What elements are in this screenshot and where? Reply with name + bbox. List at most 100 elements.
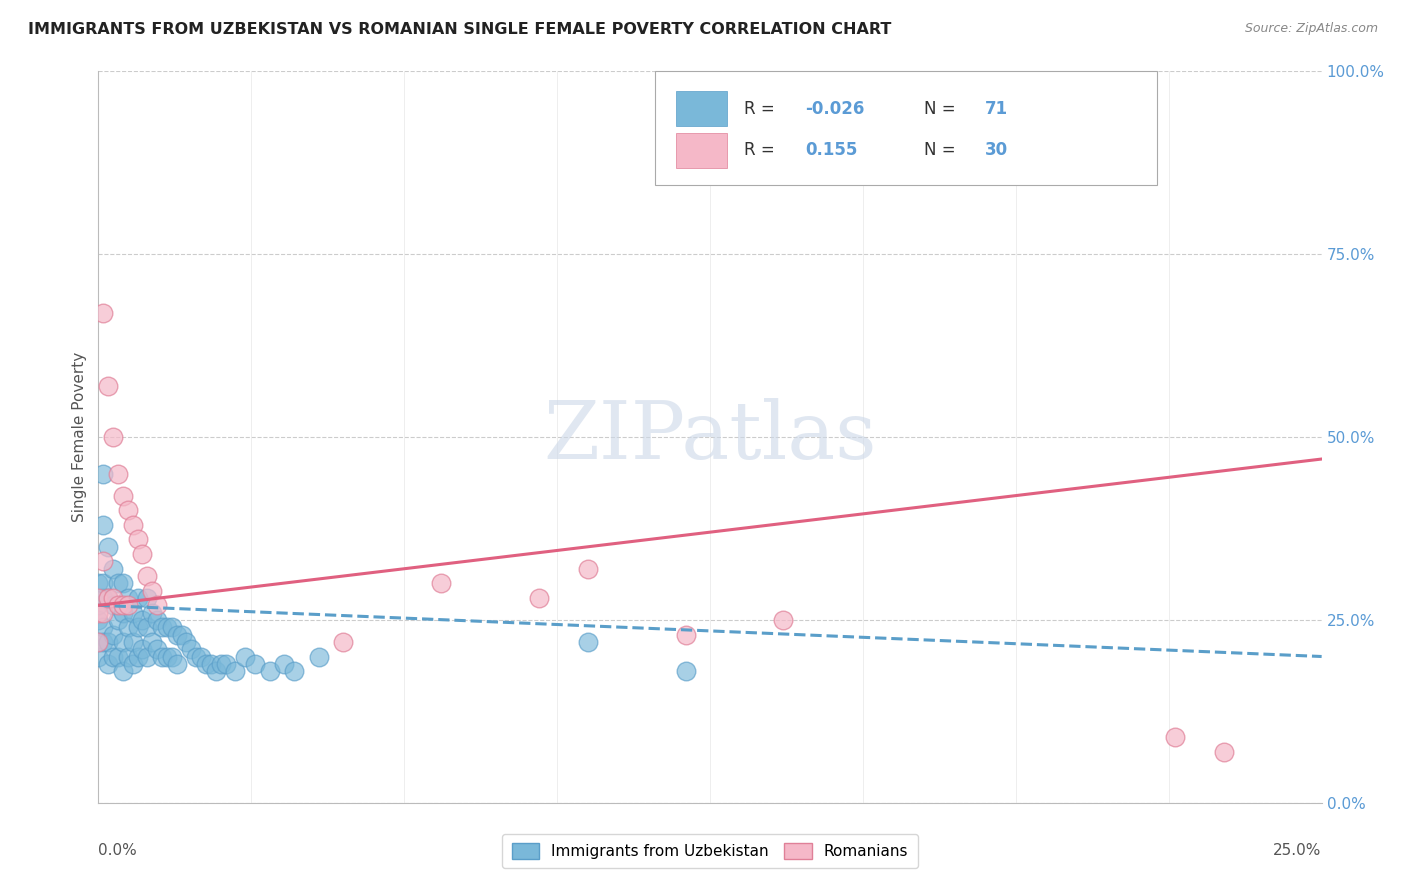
Point	[131, 642, 153, 657]
Text: -0.026: -0.026	[806, 100, 865, 118]
Point	[97, 591, 120, 605]
Point	[141, 583, 163, 598]
Text: 0.155: 0.155	[806, 141, 858, 160]
Point	[101, 430, 124, 444]
Point	[430, 576, 453, 591]
Point	[576, 635, 599, 649]
Y-axis label: Single Female Poverty: Single Female Poverty	[72, 352, 87, 522]
Point	[121, 517, 143, 532]
FancyBboxPatch shape	[655, 71, 1157, 185]
Point	[166, 657, 188, 671]
Point	[160, 649, 183, 664]
Point	[87, 576, 110, 591]
Point	[170, 627, 193, 641]
Point	[131, 613, 153, 627]
Point	[101, 599, 124, 613]
Point	[127, 591, 149, 605]
Point	[224, 664, 246, 678]
Point	[136, 620, 159, 634]
Point	[117, 620, 139, 634]
Point	[131, 547, 153, 561]
Point	[107, 576, 129, 591]
Point	[200, 657, 222, 671]
Point	[91, 306, 114, 320]
Point	[146, 613, 169, 627]
Point	[1212, 745, 1234, 759]
Text: 0.0%: 0.0%	[98, 843, 138, 858]
Point	[141, 606, 163, 620]
Point	[141, 635, 163, 649]
Point	[91, 591, 114, 605]
Point	[576, 562, 599, 576]
Text: IMMIGRANTS FROM UZBEKISTAN VS ROMANIAN SINGLE FEMALE POVERTY CORRELATION CHART: IMMIGRANTS FROM UZBEKISTAN VS ROMANIAN S…	[28, 22, 891, 37]
Point	[136, 569, 159, 583]
Point	[117, 649, 139, 664]
Point	[117, 591, 139, 605]
Point	[97, 635, 120, 649]
Text: 30: 30	[986, 141, 1008, 160]
Point	[146, 642, 169, 657]
Point	[195, 657, 218, 671]
Text: 25.0%: 25.0%	[1274, 843, 1322, 858]
Point	[111, 576, 134, 591]
Point	[91, 635, 114, 649]
Point	[156, 649, 179, 664]
Point	[87, 613, 110, 627]
Point	[91, 576, 114, 591]
Point	[675, 627, 697, 641]
Point	[101, 562, 124, 576]
Point	[91, 620, 114, 634]
Point	[87, 599, 110, 613]
Point	[107, 649, 129, 664]
Point	[146, 599, 169, 613]
Point	[97, 591, 120, 605]
Text: Source: ZipAtlas.com: Source: ZipAtlas.com	[1244, 22, 1378, 36]
Point	[117, 599, 139, 613]
Point	[527, 591, 550, 605]
Point	[87, 649, 110, 664]
Legend: Immigrants from Uzbekistan, Romanians: Immigrants from Uzbekistan, Romanians	[502, 834, 918, 868]
Point	[190, 649, 212, 664]
Point	[675, 664, 697, 678]
Point	[107, 467, 129, 481]
Text: N =: N =	[924, 100, 960, 118]
Point	[1164, 730, 1187, 744]
Point	[176, 635, 198, 649]
Point	[127, 649, 149, 664]
Point	[101, 591, 124, 605]
Point	[111, 635, 134, 649]
Point	[136, 649, 159, 664]
Point	[772, 613, 794, 627]
Point	[150, 620, 173, 634]
Text: 71: 71	[986, 100, 1008, 118]
Point	[283, 664, 305, 678]
Text: N =: N =	[924, 141, 960, 160]
Point	[186, 649, 208, 664]
Point	[107, 599, 129, 613]
Text: R =: R =	[744, 100, 780, 118]
FancyBboxPatch shape	[676, 133, 727, 168]
Point	[87, 635, 110, 649]
Point	[166, 627, 188, 641]
Point	[205, 664, 228, 678]
Point	[150, 649, 173, 664]
Point	[214, 657, 236, 671]
Point	[243, 657, 266, 671]
Point	[111, 664, 134, 678]
Point	[101, 649, 124, 664]
Point	[101, 627, 124, 641]
Point	[156, 620, 179, 634]
Point	[136, 591, 159, 605]
Point	[121, 657, 143, 671]
Point	[127, 620, 149, 634]
Point	[160, 620, 183, 634]
Point	[111, 599, 134, 613]
Point	[111, 489, 134, 503]
Point	[259, 664, 281, 678]
Point	[97, 379, 120, 393]
Text: R =: R =	[744, 141, 780, 160]
Point	[180, 642, 202, 657]
Text: ZIPatlas: ZIPatlas	[543, 398, 877, 476]
Point	[121, 635, 143, 649]
Point	[233, 649, 256, 664]
